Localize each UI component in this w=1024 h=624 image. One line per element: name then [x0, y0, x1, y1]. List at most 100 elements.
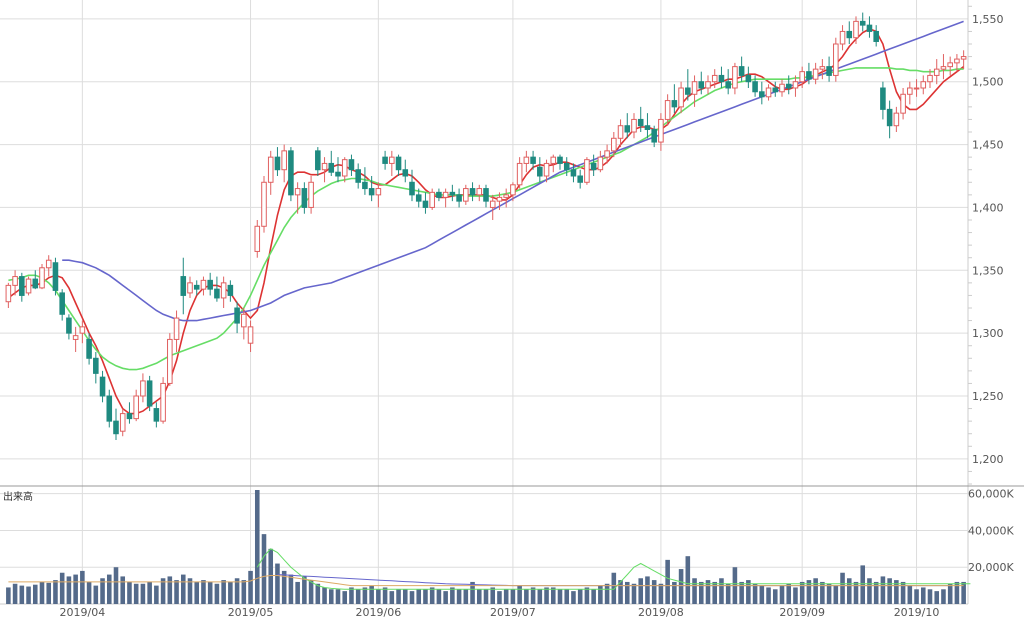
- volume-bar: [73, 574, 78, 604]
- volume-bar: [248, 570, 253, 604]
- volume-bar: [429, 587, 435, 604]
- candle-up: [550, 156, 557, 164]
- volume-bar: [725, 583, 731, 604]
- candle-up: [765, 87, 772, 98]
- volume-bar: [463, 589, 469, 604]
- volume-bar: [651, 580, 657, 604]
- volume-bar: [517, 585, 522, 604]
- volume-bar: [524, 589, 529, 604]
- moving-average-line: [8, 67, 964, 371]
- volume-bar: [254, 490, 260, 604]
- candle-down: [328, 162, 335, 173]
- volume-bar: [436, 589, 442, 604]
- volume-bar: [268, 548, 274, 604]
- volume-bar: [194, 581, 200, 604]
- candle-up: [523, 156, 530, 164]
- volume-bar: [241, 580, 247, 604]
- candle-down: [685, 87, 691, 95]
- candle-up: [853, 20, 859, 39]
- volume-bar: [604, 583, 610, 604]
- candle-down: [355, 169, 361, 183]
- volume-average-line: [8, 575, 964, 587]
- volume-bar: [853, 581, 859, 604]
- candle-up: [833, 43, 839, 76]
- candle-down: [59, 292, 65, 315]
- candle-down: [483, 188, 489, 202]
- volume-bar: [355, 589, 361, 604]
- volume-bar: [167, 576, 173, 604]
- volume-bar: [490, 587, 496, 604]
- volume-bar: [766, 587, 771, 604]
- candle-up: [429, 191, 435, 208]
- candle-up: [812, 68, 819, 80]
- candle-down: [637, 118, 644, 127]
- volume-bar: [672, 581, 677, 604]
- volume-bar: [26, 586, 31, 604]
- candle-up: [160, 382, 166, 422]
- volume-bar: [920, 587, 926, 604]
- candle-down: [335, 171, 341, 177]
- candle-up: [631, 118, 637, 133]
- volume-bar: [106, 574, 112, 604]
- candle-up: [45, 259, 52, 269]
- volume-bar: [860, 565, 866, 604]
- candle-up: [907, 87, 913, 95]
- candle-up: [254, 225, 261, 252]
- volume-bar: [201, 580, 206, 604]
- volume-bar: [894, 580, 899, 604]
- volume-bar: [571, 591, 576, 604]
- candle-down: [537, 166, 543, 177]
- candle-up: [294, 188, 301, 196]
- candle-down: [106, 395, 113, 422]
- candle-up: [960, 56, 967, 60]
- volume-bar: [19, 585, 25, 604]
- volume-bar: [470, 581, 475, 604]
- volume-bar: [577, 589, 583, 604]
- candle-down: [725, 81, 731, 89]
- candle-up: [893, 112, 900, 127]
- volume-bar: [584, 587, 590, 604]
- candle-up: [839, 30, 846, 45]
- candle-up: [5, 284, 12, 303]
- candle-down: [93, 357, 99, 374]
- candle-up: [510, 184, 516, 196]
- candle-up: [489, 200, 496, 208]
- candle-up: [200, 279, 207, 290]
- volume-bar: [705, 580, 711, 604]
- candle-up: [799, 71, 805, 83]
- candle-up: [819, 66, 826, 70]
- candle-down: [859, 20, 866, 26]
- volume-bar: [100, 578, 105, 604]
- x-tick-label: 2019/07: [490, 606, 536, 619]
- candle-up: [927, 74, 933, 83]
- volume-bar: [678, 569, 684, 604]
- price-tick-label: 1,300: [972, 327, 1004, 340]
- volume-bar: [698, 581, 704, 604]
- candle-up: [442, 191, 449, 198]
- volume-bar: [376, 589, 381, 604]
- volume-bar: [302, 576, 307, 604]
- candle-up: [476, 188, 483, 196]
- x-tick-label: 2019/09: [779, 606, 825, 619]
- candle-down: [422, 200, 429, 208]
- volume-bar: [961, 581, 966, 604]
- volume-bar: [786, 583, 792, 604]
- volume-tick-label: 20,000K: [968, 561, 1014, 574]
- volume-bar: [927, 589, 933, 604]
- volume-bar: [39, 581, 45, 604]
- candle-up: [25, 278, 32, 294]
- volume-bar: [887, 578, 892, 604]
- volume-tick-label: 40,000K: [968, 524, 1014, 537]
- candle-down: [866, 24, 873, 32]
- volume-bar: [281, 570, 287, 604]
- candle-down: [86, 338, 92, 359]
- candle-down: [557, 156, 563, 164]
- candle-down: [409, 181, 415, 196]
- volume-bar: [389, 591, 395, 604]
- candle-up: [900, 93, 906, 114]
- candle-up: [341, 159, 348, 177]
- volume-bar: [234, 578, 240, 604]
- volume-bar: [907, 585, 913, 604]
- volume-bar: [12, 583, 18, 604]
- volume-tick-label: 60,000K: [968, 488, 1014, 501]
